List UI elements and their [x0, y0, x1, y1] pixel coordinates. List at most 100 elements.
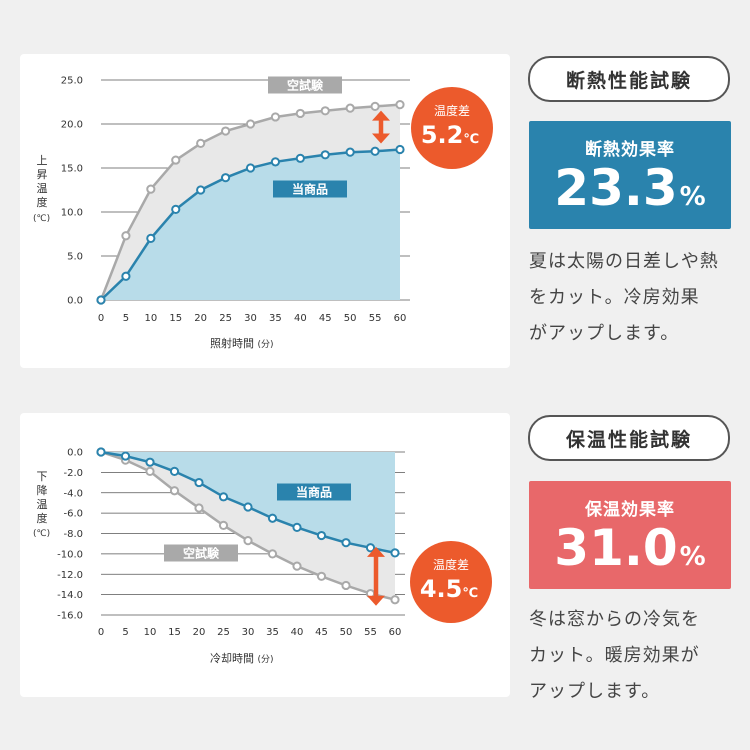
heat-test-badge: 断熱性能試験: [528, 56, 730, 102]
heat-series-tag: 空試験: [287, 78, 324, 93]
heat-control-point: [146, 184, 156, 194]
warm-product-point: [243, 502, 253, 512]
heat-rate-box: 断熱効果率 23.3%: [529, 121, 731, 229]
heat-x-tick-label: 15: [169, 313, 182, 324]
warm-control-point: [341, 580, 351, 591]
warm-y-axis-label: 下 降 温 度: [36, 470, 48, 525]
heat-diff-circle: [411, 87, 493, 169]
heat-control-point: [345, 103, 355, 113]
warm-diff-circle: [410, 541, 492, 623]
warm-x-tick-label: 40: [291, 627, 304, 638]
heat-product-point: [121, 271, 131, 281]
heat-x-tick-label: 25: [219, 313, 232, 324]
warm-rate-box: 保温効果率 31.0%: [529, 481, 731, 589]
heat-product-point: [270, 157, 281, 167]
warm-product-point: [145, 457, 155, 467]
heat-y-axis-label: 上 昇 温 度: [36, 154, 48, 209]
warm-control-point: [243, 536, 253, 546]
heat-series-tag-bg: [268, 76, 342, 94]
heat-x-tick-label: 55: [369, 313, 382, 324]
warm-series-tag-bg: [164, 544, 238, 562]
warm-series-tag: 当商品: [296, 485, 332, 500]
warm-series-tag-bg: [277, 483, 351, 501]
heat-x-tick-label: 50: [344, 313, 357, 324]
heat-product-point: [370, 146, 380, 156]
heat-control-point: [196, 138, 206, 148]
warm-control-point: [267, 549, 278, 559]
warm-control-point: [316, 571, 327, 581]
warm-y-tick-label: -8.0: [63, 529, 83, 540]
heat-y-tick-label: 10.0: [61, 208, 83, 219]
heat-product-point: [96, 295, 106, 305]
warm-diff-value: 4.5℃: [420, 575, 478, 603]
heat-series-tag-bg: [273, 180, 347, 198]
heat-x-tick-label: 30: [244, 313, 257, 324]
heat-diff-label: 温度差: [434, 103, 470, 118]
warm-y-tick-label: -16.0: [57, 611, 83, 622]
heat-x-axis-title: 照射時間 (分): [210, 337, 274, 350]
heat-product-point: [345, 147, 355, 157]
warm-x-tick-label: 50: [340, 627, 353, 638]
heat-x-tick-label: 35: [269, 313, 282, 324]
heat-x-tick-label: 10: [144, 313, 157, 324]
heat-y-tick-label: 25.0: [61, 76, 83, 87]
heat-x-tick-label: 5: [123, 313, 129, 324]
heat-diff-arrow-head: [372, 110, 390, 121]
heat-control-point: [245, 119, 256, 129]
warm-control-point: [194, 503, 204, 513]
warm-product-point: [341, 538, 351, 548]
heat-x-tick-label: 40: [294, 313, 307, 324]
warm-control-point: [292, 561, 302, 571]
heat-control-point: [320, 106, 330, 116]
warm-y-tick-label: 0.0: [67, 448, 83, 459]
heat-chart-card: 0.0 5.0 10.0 15.0 20.0 25.0 0 5 10 15 20 25 30 35 40 45…: [20, 54, 510, 368]
heat-product-point: [295, 153, 305, 163]
heat-rate-title: 断熱効果率: [585, 140, 675, 160]
heat-rate-value: 23.3%: [554, 159, 706, 217]
warm-x-tick-label: 5: [122, 627, 128, 638]
warm-series-tag: 空試験: [183, 546, 220, 561]
heat-product-point: [320, 150, 330, 160]
warm-chart-card: 0.0 -2.0 -4.0 -6.0 -8.0 -10.0 -12.0 -14.0 -16.0 0…: [20, 413, 510, 697]
warm-product-point: [96, 447, 106, 457]
warm-x-axis-title: 冷却時間 (分): [210, 652, 274, 665]
warm-rate-title: 保温効果率: [585, 500, 675, 520]
warm-y-tick-label: -12.0: [57, 570, 83, 581]
heat-description: 夏は太陽の日差しや熱 をカット。冷房効果 がアップします。: [529, 251, 719, 344]
warm-y-tick-label: -14.0: [57, 590, 83, 601]
warm-chart: 0.0 -2.0 -4.0 -6.0 -8.0 -10.0 -12.0 -14.0 -16.0 0…: [57, 447, 492, 638]
heat-control-point: [295, 108, 305, 119]
warm-y-axis-unit: (℃): [33, 529, 51, 539]
heat-product-point: [196, 185, 206, 195]
heat-x-tick-label: 60: [394, 313, 407, 324]
heat-control-point: [121, 231, 131, 241]
warm-diff-label: 温度差: [433, 557, 469, 572]
heat-y-tick-label: 15.0: [61, 164, 83, 175]
warm-x-tick-label: 10: [144, 627, 157, 638]
heat-y-axis-unit: (℃): [33, 214, 51, 224]
warm-control-point: [390, 595, 400, 605]
warm-x-tick-label: 30: [242, 627, 255, 638]
heat-chart: 0.0 5.0 10.0 15.0 20.0 25.0 0 5 10 15 20 25 30 35 40 45…: [61, 76, 493, 324]
heat-product-point: [395, 144, 405, 155]
warm-control-point: [169, 486, 180, 496]
heat-control-point: [171, 155, 181, 165]
heat-control-point: [395, 100, 405, 110]
warm-x-tick-label: 55: [364, 627, 377, 638]
warm-x-tick-label: 0: [98, 627, 104, 638]
warm-product-point: [365, 543, 376, 553]
warm-test-badge: 保温性能試験: [528, 415, 730, 461]
warm-x-tick-label: 60: [389, 627, 402, 638]
warm-y-tick-label: -4.0: [63, 488, 83, 499]
warm-x-tick-label: 35: [266, 627, 279, 638]
heat-y-tick-label: 0.0: [67, 296, 83, 307]
warm-product-point: [218, 492, 229, 502]
heat-control-point: [370, 101, 380, 112]
warm-rate-value: 31.0%: [554, 519, 706, 577]
warm-x-tick-label: 25: [217, 627, 230, 638]
heat-y-tick-label: 20.0: [61, 120, 83, 131]
warm-control-point: [145, 466, 155, 476]
heat-control-point: [220, 126, 231, 136]
heat-product-point: [171, 204, 181, 214]
warm-diff-arrow-head: [367, 595, 385, 606]
